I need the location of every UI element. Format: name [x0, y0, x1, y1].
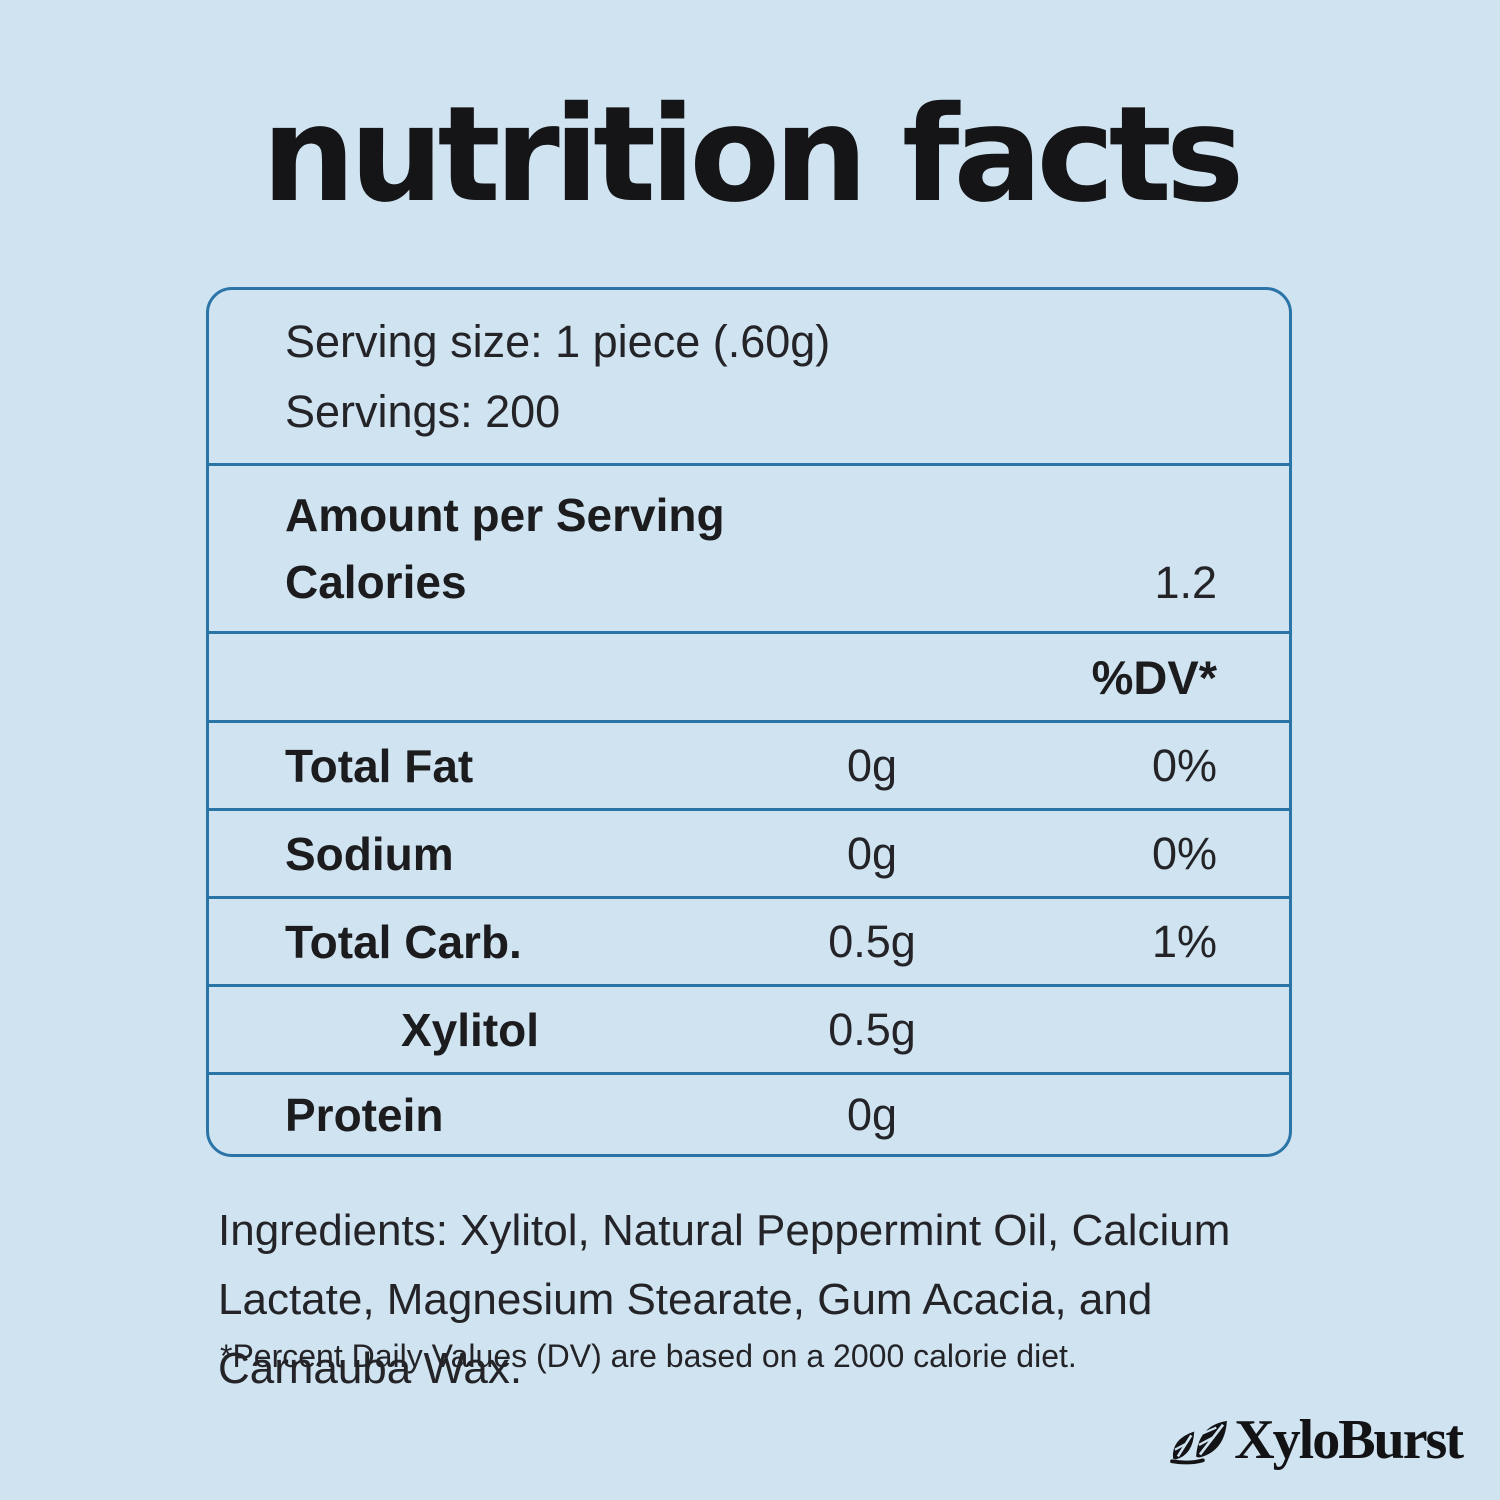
- serving-size-text: Serving size: 1 piece (.60g): [285, 315, 831, 367]
- amount-per-serving-label: Amount per Serving: [285, 488, 725, 541]
- nutrient-name: Sodium: [285, 827, 454, 880]
- nutrient-amount: 0g: [846, 739, 898, 791]
- table-row-total-carb: Total Carb. 0.5g 1%: [209, 896, 1289, 984]
- serving-info-row: Serving size: 1 piece (.60g) Servings: 2…: [209, 290, 1289, 463]
- brand-logo: XyloBurst: [1170, 1408, 1464, 1472]
- nutrient-amount: 0g: [846, 827, 898, 879]
- nutrient-dv: 0%: [1151, 827, 1217, 879]
- nutrient-dv: 0%: [1151, 739, 1217, 791]
- servings-count-text: Servings: 200: [285, 385, 561, 437]
- table-row-protein: Protein 0g: [209, 1072, 1289, 1154]
- table-row-sodium: Sodium 0g 0%: [209, 808, 1289, 896]
- nutrient-name: Xylitol: [401, 1003, 540, 1056]
- nutrient-name: Protein: [285, 1088, 444, 1141]
- nutrient-amount: 0.5g: [828, 915, 916, 967]
- nutrient-name: Total Fat: [285, 739, 474, 792]
- daily-value-header-row: %DV*: [209, 631, 1289, 720]
- calories-row: Amount per Serving Calories 1.2: [209, 463, 1289, 631]
- table-row-total-fat: Total Fat 0g 0%: [209, 720, 1289, 808]
- nutrient-amount: 0.5g: [828, 1003, 916, 1055]
- leaf-icon: [1170, 1420, 1228, 1465]
- nutrition-facts-panel: Serving size: 1 piece (.60g) Servings: 2…: [206, 287, 1292, 1157]
- ingredients-text: Ingredients: Xylitol, Natural Peppermint…: [218, 1206, 1231, 1394]
- daily-value-header: %DV*: [1091, 650, 1217, 704]
- daily-value-footnote: *Percent Daily Values (DV) are based on …: [220, 1338, 1077, 1374]
- calories-label: Calories: [285, 555, 467, 608]
- nutrient-dv: 1%: [1151, 915, 1217, 967]
- calories-value: 1.2: [1154, 556, 1217, 608]
- page-title: nutrition facts: [261, 78, 1245, 232]
- table-row-xylitol: Xylitol 0.5g: [209, 984, 1289, 1072]
- nutrient-name: Total Carb.: [285, 915, 522, 968]
- brand-name: XyloBurst: [1234, 1409, 1464, 1471]
- nutrient-amount: 0g: [846, 1088, 898, 1140]
- calories-line: Calories 1.2: [285, 549, 1217, 616]
